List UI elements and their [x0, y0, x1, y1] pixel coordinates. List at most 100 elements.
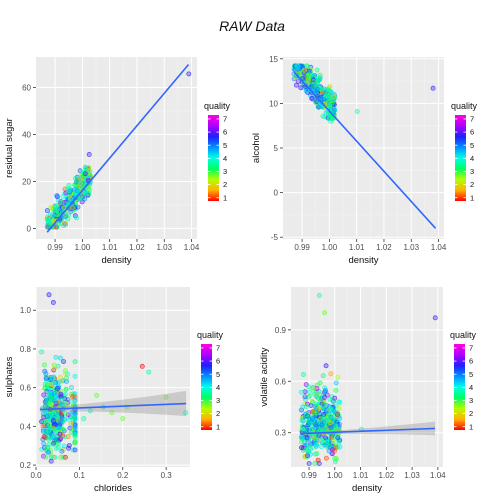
data-point: [49, 382, 55, 388]
data-point: [306, 461, 312, 467]
data-point: [327, 420, 333, 426]
data-point: [72, 398, 78, 403]
y-axis-label: residual sugar: [4, 118, 15, 178]
data-point: [73, 215, 79, 221]
data-point: [51, 432, 57, 438]
panel-1: 0.99 1.00 1.01 1.02 1.03 1.04 0 20 40 60 density re…: [4, 57, 231, 266]
data-point: [94, 392, 100, 398]
x-tick-label: 0.0: [30, 471, 42, 480]
data-point: [316, 293, 322, 299]
colorbar-label: 1: [216, 422, 220, 431]
data-point: [315, 104, 321, 110]
data-point: [59, 448, 65, 454]
x-tick-label: 1.04: [431, 243, 447, 252]
y-tick-label: 40: [22, 130, 31, 139]
data-point: [60, 426, 66, 432]
data-point: [323, 455, 329, 461]
data-point: [48, 204, 54, 210]
data-point: [333, 387, 339, 393]
y-tick-label: 0: [274, 189, 279, 198]
data-point: [430, 85, 436, 91]
data-point: [320, 113, 326, 119]
colorbar: [201, 344, 212, 430]
data-point: [72, 408, 78, 414]
data-point: [70, 394, 75, 399]
data-point: [50, 300, 56, 305]
data-point: [43, 403, 48, 409]
data-point: [313, 442, 319, 448]
data-point: [61, 205, 67, 211]
data-point: [51, 391, 57, 397]
data-point: [432, 315, 438, 321]
data-point: [322, 310, 327, 316]
data-point: [48, 458, 54, 464]
data-point: [323, 435, 329, 441]
y-tick-label: 0.9: [275, 326, 287, 335]
data-point: [54, 194, 60, 200]
data-point: [327, 103, 333, 109]
data-point: [86, 152, 92, 157]
data-point: [321, 395, 327, 400]
colorbar-label: 1: [223, 193, 227, 202]
data-point: [328, 89, 334, 95]
data-point: [42, 362, 47, 368]
data-point: [331, 439, 337, 445]
data-point: [304, 404, 309, 409]
data-point: [300, 426, 306, 432]
x-tick-label: 0.99: [301, 471, 317, 480]
data-point: [306, 384, 312, 390]
data-point: [295, 64, 301, 70]
data-point: [329, 100, 335, 106]
colorbar-label: 1: [470, 193, 474, 202]
data-point: [44, 208, 50, 214]
data-point: [327, 405, 333, 411]
data-point: [307, 74, 312, 80]
data-point: [87, 408, 93, 414]
colorbar-label: 5: [223, 141, 227, 150]
points-layer: [44, 63, 192, 233]
data-point: [78, 172, 84, 178]
data-point: [66, 187, 72, 193]
x-tick-label: 1.03: [156, 243, 172, 252]
data-point: [53, 380, 59, 386]
data-point: [317, 72, 323, 78]
data-point: [309, 416, 315, 422]
data-point: [78, 194, 83, 200]
data-point: [354, 108, 360, 114]
data-point: [39, 349, 45, 355]
data-point: [335, 412, 340, 417]
data-point: [120, 416, 126, 422]
data-point: [299, 439, 305, 445]
points-layer: [291, 63, 437, 229]
confidence-band: [39, 390, 187, 417]
colorbar-label: 3: [469, 396, 473, 405]
data-point: [48, 394, 54, 400]
data-point: [51, 362, 57, 368]
data-point: [62, 220, 68, 226]
x-tick-label: 1.02: [129, 243, 145, 252]
data-point: [54, 414, 60, 420]
data-point: [337, 444, 343, 450]
x-tick-label: 0.1: [74, 471, 86, 480]
data-point: [293, 82, 299, 88]
data-point: [66, 443, 72, 448]
data-point: [319, 87, 325, 92]
quality-legend: quality 1 2 3 4 5 6 7: [204, 101, 231, 202]
colorbar-label: 5: [469, 370, 473, 379]
colorbar: [454, 344, 465, 430]
data-point: [60, 194, 66, 199]
data-point: [305, 453, 310, 459]
data-point: [323, 363, 329, 369]
colorbar-label: 5: [470, 141, 474, 150]
data-point: [329, 116, 335, 122]
points-layer: [298, 293, 438, 467]
data-point: [63, 454, 68, 460]
figure-title: RAW Data: [219, 18, 285, 34]
data-point: [50, 213, 55, 218]
data-point: [309, 441, 315, 447]
data-point: [46, 449, 52, 455]
data-point: [305, 394, 311, 400]
data-point: [319, 396, 325, 402]
data-point: [61, 359, 66, 364]
data-point: [50, 418, 56, 424]
